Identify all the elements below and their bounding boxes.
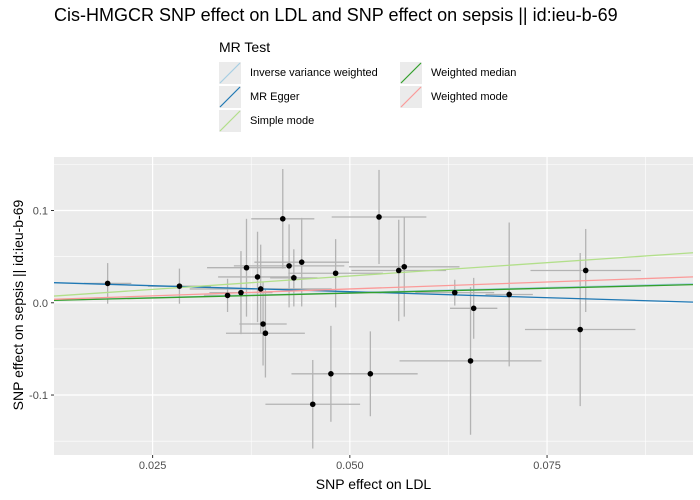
data-point — [470, 305, 477, 312]
data-point — [257, 286, 264, 292]
data-point — [582, 267, 589, 274]
legend-label-simple-mode: Simple mode — [250, 115, 315, 127]
chart-title: Cis-HMGCR SNP effect on LDL and SNP effe… — [54, 5, 618, 25]
line-weighted-median — [53, 284, 694, 301]
legend-key-weighted-median — [400, 62, 422, 84]
line-weighted-mode — [53, 276, 694, 300]
legend-item-weighted-median: Weighted median — [400, 62, 516, 84]
legend-title: MR Test — [219, 39, 271, 55]
x-axis-label: SNP effect on LDL — [315, 476, 432, 492]
legend-key-ivw — [219, 62, 241, 84]
legend-key-weighted-mode — [400, 86, 422, 108]
data-point — [286, 263, 292, 269]
data-point — [238, 289, 244, 296]
legend-item-mr-egger: MR Egger — [219, 86, 300, 108]
line-simple-mode — [53, 252, 694, 297]
data-point — [291, 275, 297, 281]
data-point — [262, 330, 269, 337]
plot-panel — [54, 157, 693, 455]
y-tick-label: 0.0 — [33, 298, 48, 310]
legend-label-weighted-median: Weighted median — [431, 67, 517, 79]
data-point — [298, 259, 305, 265]
data-point — [104, 280, 111, 287]
data-point — [309, 401, 316, 408]
legend-key-mr-egger — [219, 86, 241, 108]
mr-lines — [53, 252, 694, 303]
data-point — [395, 267, 402, 274]
legend-label-mr-egger: MR Egger — [250, 91, 300, 103]
x-tick-label: 0.025 — [139, 460, 167, 472]
legend-item-simple-mode: Simple mode — [219, 110, 314, 132]
data-point — [279, 216, 286, 222]
y-axis-label: SNP effect on sepsis || id:ieu-b-69 — [10, 199, 26, 411]
data-point — [367, 371, 374, 377]
data-point — [401, 263, 408, 270]
axis-ticks: 0.025 0.050 0.075 -0.1 0.0 0.1 — [29, 206, 561, 472]
data-point — [506, 291, 512, 298]
data-point — [243, 264, 250, 271]
data-point — [176, 283, 183, 289]
legend-key-simple-mode — [219, 110, 241, 132]
legend-item-weighted-mode: Weighted mode — [400, 86, 508, 108]
grid-lines — [54, 157, 693, 455]
legend-label-weighted-mode: Weighted mode — [431, 91, 508, 103]
y-tick-label: -0.1 — [29, 390, 48, 402]
x-tick-label: 0.050 — [336, 460, 364, 472]
legend-label-ivw: Inverse variance weighted — [250, 67, 378, 79]
legend-item-ivw: Inverse variance weighted — [219, 62, 378, 84]
data-point — [467, 358, 474, 364]
data-point — [224, 292, 231, 299]
data-point — [328, 371, 334, 377]
data-point — [260, 321, 266, 327]
data-point — [254, 274, 261, 280]
y-tick-label: 0.1 — [33, 206, 48, 218]
x-tick-label: 0.075 — [533, 460, 561, 472]
data-point — [332, 270, 339, 277]
data-point — [451, 289, 458, 296]
data-point — [376, 214, 382, 220]
data-points — [104, 214, 589, 408]
data-point — [577, 326, 583, 333]
